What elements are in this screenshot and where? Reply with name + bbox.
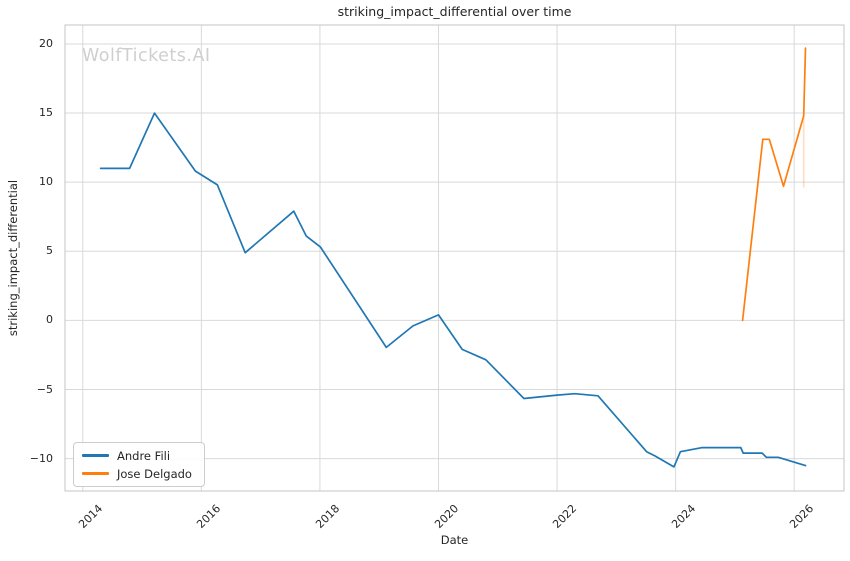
y-tick-label: 10 (39, 175, 53, 189)
chart-title: striking_impact_differential over time (337, 4, 572, 19)
y-tick-label: −10 (29, 451, 53, 465)
legend-line-swatch (82, 472, 109, 475)
y-tick-label: −5 (36, 382, 53, 396)
y-tick-label: 15 (39, 106, 53, 120)
legend-label: Jose Delgado (117, 466, 192, 481)
watermark: WolfTickets.AI (82, 46, 211, 66)
plot-border (64, 24, 845, 492)
series-line-andre-fili (99, 112, 807, 468)
legend-item: Andre Fili (82, 448, 192, 463)
legend-label: Andre Fili (117, 448, 171, 463)
series-line-jose-delgado (741, 47, 807, 322)
legend-item: Jose Delgado (82, 466, 192, 481)
y-tick-label: 20 (39, 36, 53, 50)
y-tick-label: 0 (46, 313, 53, 327)
legend: Andre Fili Jose Delgado (73, 442, 205, 487)
y-axis-label: striking_impact_differential (6, 179, 20, 337)
y-tick-label: 5 (46, 244, 53, 258)
legend-line-swatch (82, 454, 109, 457)
x-axis-label: Date (440, 533, 469, 547)
